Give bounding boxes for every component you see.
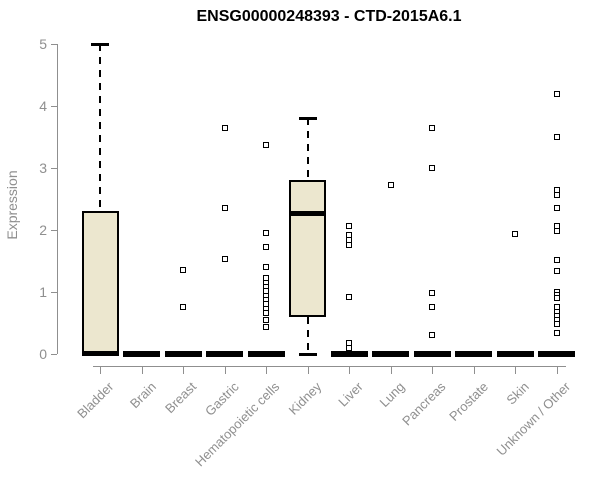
collapsed-box-hematopoietic-cells: [248, 351, 285, 357]
outlier-point-unknown-other: [554, 321, 560, 327]
collapsed-box-breast: [165, 351, 202, 357]
collapsed-box-prostate: [455, 351, 492, 357]
collapsed-box-pancreas: [414, 351, 451, 357]
collapsed-box-unknown-other: [538, 351, 575, 357]
x-tick-label-prostate: Prostate: [445, 379, 491, 424]
outlier-point-breast: [180, 304, 186, 310]
outlier-point-skin: [512, 231, 518, 237]
collapsed-box-lung: [372, 351, 409, 357]
outlier-point-pancreas: [429, 125, 435, 131]
x-tick: [474, 366, 475, 374]
outlier-point-pancreas: [429, 304, 435, 310]
y-tick-label: 3: [39, 160, 47, 176]
y-tick-label: 5: [39, 36, 47, 52]
x-tick-label-gastric: Gastric: [201, 379, 242, 419]
upper-whisker-cap-bladder: [91, 43, 109, 46]
y-tick: [51, 168, 57, 169]
x-tick: [183, 366, 184, 374]
outlier-point-gastric: [222, 205, 228, 211]
y-tick: [51, 44, 57, 45]
outlier-point-pancreas: [429, 290, 435, 296]
x-tick-label-breast: Breast: [162, 379, 200, 417]
lower-whisker-cap-kidney: [299, 353, 317, 356]
x-tick: [308, 366, 309, 374]
median-line-bladder: [82, 351, 119, 356]
outlier-point-unknown-other: [554, 228, 560, 234]
collapsed-box-skin: [497, 351, 534, 357]
outlier-point-unknown-other: [554, 205, 560, 211]
y-tick: [51, 106, 57, 107]
collapsed-box-gastric: [206, 351, 243, 357]
outlier-point-liver: [346, 345, 352, 351]
box-kidney: [289, 180, 326, 317]
outlier-point-liver: [346, 223, 352, 229]
box-bladder: [82, 211, 119, 354]
outlier-point-pancreas: [429, 332, 435, 338]
x-tick: [515, 366, 516, 374]
outlier-point-breast: [180, 267, 186, 273]
upper-whisker-cap-kidney: [299, 117, 317, 120]
outlier-point-unknown-other: [554, 91, 560, 97]
outlier-point-unknown-other: [554, 330, 560, 336]
upper-whisker-bladder: [99, 44, 101, 211]
y-tick-label: 4: [39, 98, 47, 114]
y-tick: [51, 292, 57, 293]
x-tick-label-brain: Brain: [126, 379, 159, 412]
collapsed-box-liver: [331, 351, 368, 357]
outlier-point-gastric: [222, 125, 228, 131]
outlier-point-liver: [346, 242, 352, 248]
outlier-point-unknown-other: [554, 268, 560, 274]
x-tick: [557, 366, 558, 374]
outlier-point-hematopoietic-cells: [263, 324, 269, 330]
outlier-point-hematopoietic-cells: [263, 244, 269, 250]
lower-whisker-kidney: [307, 317, 309, 354]
y-axis-line: [57, 44, 58, 354]
median-line-kidney: [289, 211, 326, 216]
x-tick: [142, 366, 143, 374]
outlier-point-gastric: [222, 256, 228, 262]
x-tick: [391, 366, 392, 374]
x-tick: [432, 366, 433, 374]
outlier-point-hematopoietic-cells: [263, 230, 269, 236]
outlier-point-unknown-other: [554, 295, 560, 301]
outlier-point-unknown-other: [554, 134, 560, 140]
x-axis-line: [93, 366, 566, 367]
x-tick: [349, 366, 350, 374]
outlier-point-lung: [388, 182, 394, 188]
outlier-point-hematopoietic-cells: [263, 264, 269, 270]
chart-title: ENSG00000248393 - CTD-2015A6.1: [196, 8, 462, 25]
y-tick: [51, 354, 57, 355]
outlier-point-pancreas: [429, 165, 435, 171]
outlier-point-hematopoietic-cells: [263, 317, 269, 323]
x-tick-label-bladder: Bladder: [74, 379, 117, 422]
outlier-point-unknown-other: [554, 192, 560, 198]
y-tick: [51, 230, 57, 231]
x-tick-label-pancreas: Pancreas: [399, 379, 449, 429]
x-tick: [266, 366, 267, 374]
outlier-point-unknown-other: [554, 257, 560, 263]
y-tick-label: 0: [39, 346, 47, 362]
x-tick: [225, 366, 226, 374]
x-tick-label-unknown-other: Unknown / Other: [494, 379, 574, 459]
y-tick-label: 1: [39, 284, 47, 300]
outlier-point-hematopoietic-cells: [263, 310, 269, 316]
x-tick-label-liver: Liver: [335, 379, 366, 410]
outlier-point-hematopoietic-cells: [263, 142, 269, 148]
collapsed-box-brain: [123, 351, 160, 357]
outlier-point-liver: [346, 294, 352, 300]
x-tick-label-kidney: Kidney: [285, 379, 325, 418]
x-tick: [100, 366, 101, 374]
x-tick-label-lung: Lung: [376, 379, 408, 411]
y-tick-label: 2: [39, 222, 47, 238]
upper-whisker-kidney: [307, 118, 309, 180]
x-tick-label-skin: Skin: [503, 379, 532, 408]
